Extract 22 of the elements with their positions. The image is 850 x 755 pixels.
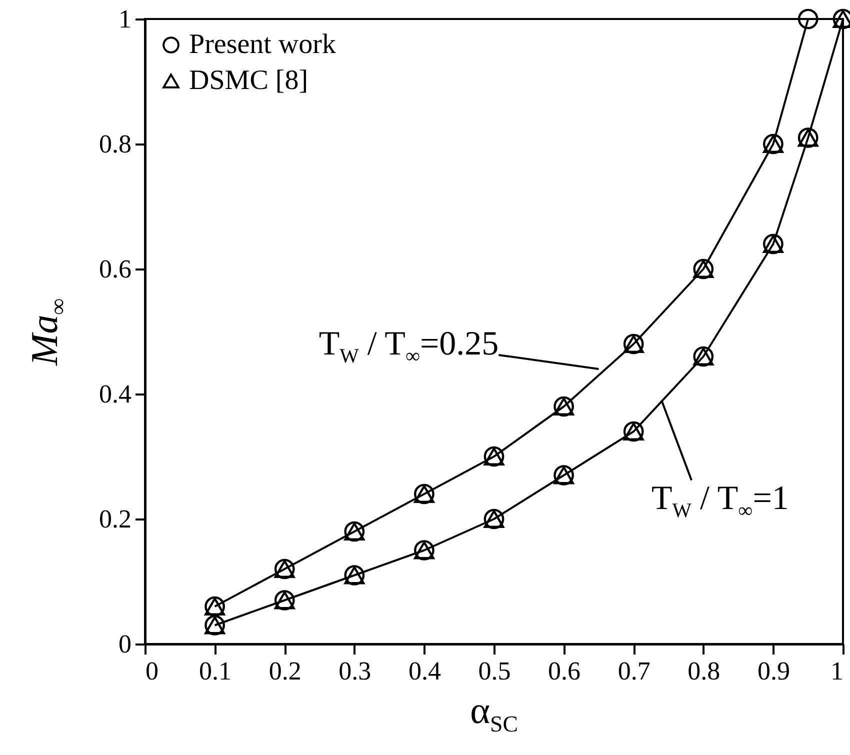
legend-label: Present work: [189, 29, 336, 60]
y-tick-label: 1: [118, 4, 132, 34]
x-tick-label: 0.7: [618, 656, 650, 686]
x-tick-label: 0.3: [338, 656, 372, 686]
x-tick-label: 0.9: [757, 656, 790, 686]
y-tick-label: 0.4: [99, 380, 132, 408]
x-tick-label: 0.6: [548, 656, 581, 686]
x-tick-label: 0.1: [199, 656, 232, 686]
annotation: T$_{W}$ / T$_{∞}$=0.25: [318, 326, 499, 368]
x-tick-label: 0: [146, 656, 158, 686]
x-tick-label: 0.8: [688, 656, 720, 686]
x-tick-label: 0.2: [268, 656, 302, 686]
y-tick-label: 0.6: [99, 254, 132, 284]
y-tick-label: 0: [118, 630, 132, 658]
x-axis-title: α$_{SC}$: [470, 690, 518, 737]
y-tick-label: 0.2: [99, 504, 132, 534]
legend-label: DSMC [8]: [189, 65, 308, 96]
y-tick-label: 0.8: [99, 130, 132, 158]
annotation: T$_{W}$ / T$_{∞}$=1: [652, 480, 789, 522]
x-tick-label: 0.4: [408, 656, 441, 686]
x-tick-label: 1: [830, 656, 844, 686]
x-tick-label: 0.5: [478, 656, 511, 686]
